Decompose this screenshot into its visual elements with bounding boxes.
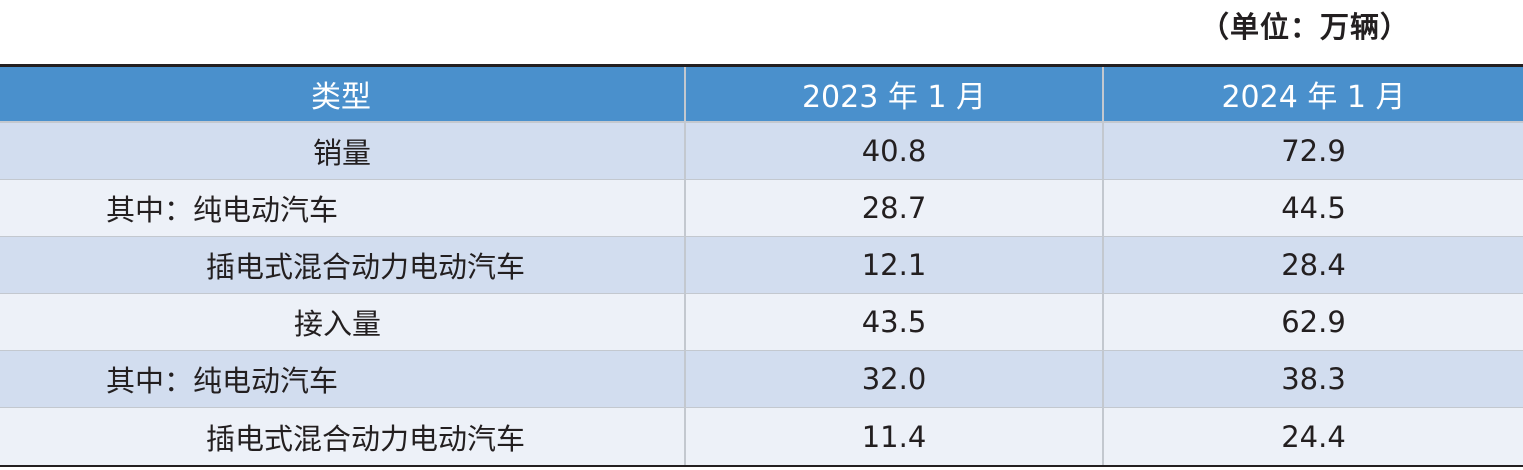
value-2023: 28.7	[686, 180, 1104, 236]
value-2023: 40.8	[686, 123, 1104, 179]
row-label: 其中：纯电动汽车	[0, 180, 686, 236]
table-row: 插电式混合动力电动汽车 11.4 24.4	[0, 408, 1523, 465]
data-table: 类型 2023 年 1 月 2024 年 1 月 销量 40.8 72.9 其中…	[0, 64, 1523, 467]
unit-note: （单位：万辆）	[1200, 10, 1411, 44]
value-2024: 28.4	[1281, 248, 1346, 282]
table-row: 插电式混合动力电动汽车 12.1 28.4	[0, 237, 1523, 294]
row-label: 插电式混合动力电动汽车	[0, 237, 686, 293]
table-row: 其中：纯电动汽车 32.0 38.3	[0, 351, 1523, 408]
header-type: 类型	[0, 67, 686, 121]
row-label: 插电式混合动力电动汽车	[0, 408, 686, 465]
header-2024-jan: 2024 年 1 月	[1221, 80, 1406, 115]
header-2023-jan: 2023 年 1 月	[686, 67, 1104, 121]
value-2023: 43.5	[686, 294, 1104, 350]
value-2024: 72.9	[1281, 134, 1346, 168]
row-label: 其中：纯电动汽车	[0, 351, 686, 407]
table-bottom-rule	[0, 465, 1523, 467]
value-2024: 24.4	[1281, 419, 1346, 454]
table-header-row: 类型 2023 年 1 月 2024 年 1 月	[0, 67, 1523, 123]
value-2024: 44.5	[1281, 191, 1346, 225]
value-2023: 11.4	[686, 408, 1104, 465]
value-2023: 32.0	[686, 351, 1104, 407]
row-label: 接入量	[0, 294, 686, 350]
table-row: 销量 40.8 72.9	[0, 123, 1523, 180]
value-2023: 12.1	[686, 237, 1104, 293]
value-2024: 62.9	[1281, 305, 1346, 339]
table-top-rule	[0, 64, 1523, 67]
table-row: 接入量 43.5 62.9	[0, 294, 1523, 351]
row-label: 销量	[0, 123, 686, 179]
value-2024: 38.3	[1281, 362, 1346, 396]
table-row: 其中：纯电动汽车 28.7 44.5	[0, 180, 1523, 237]
